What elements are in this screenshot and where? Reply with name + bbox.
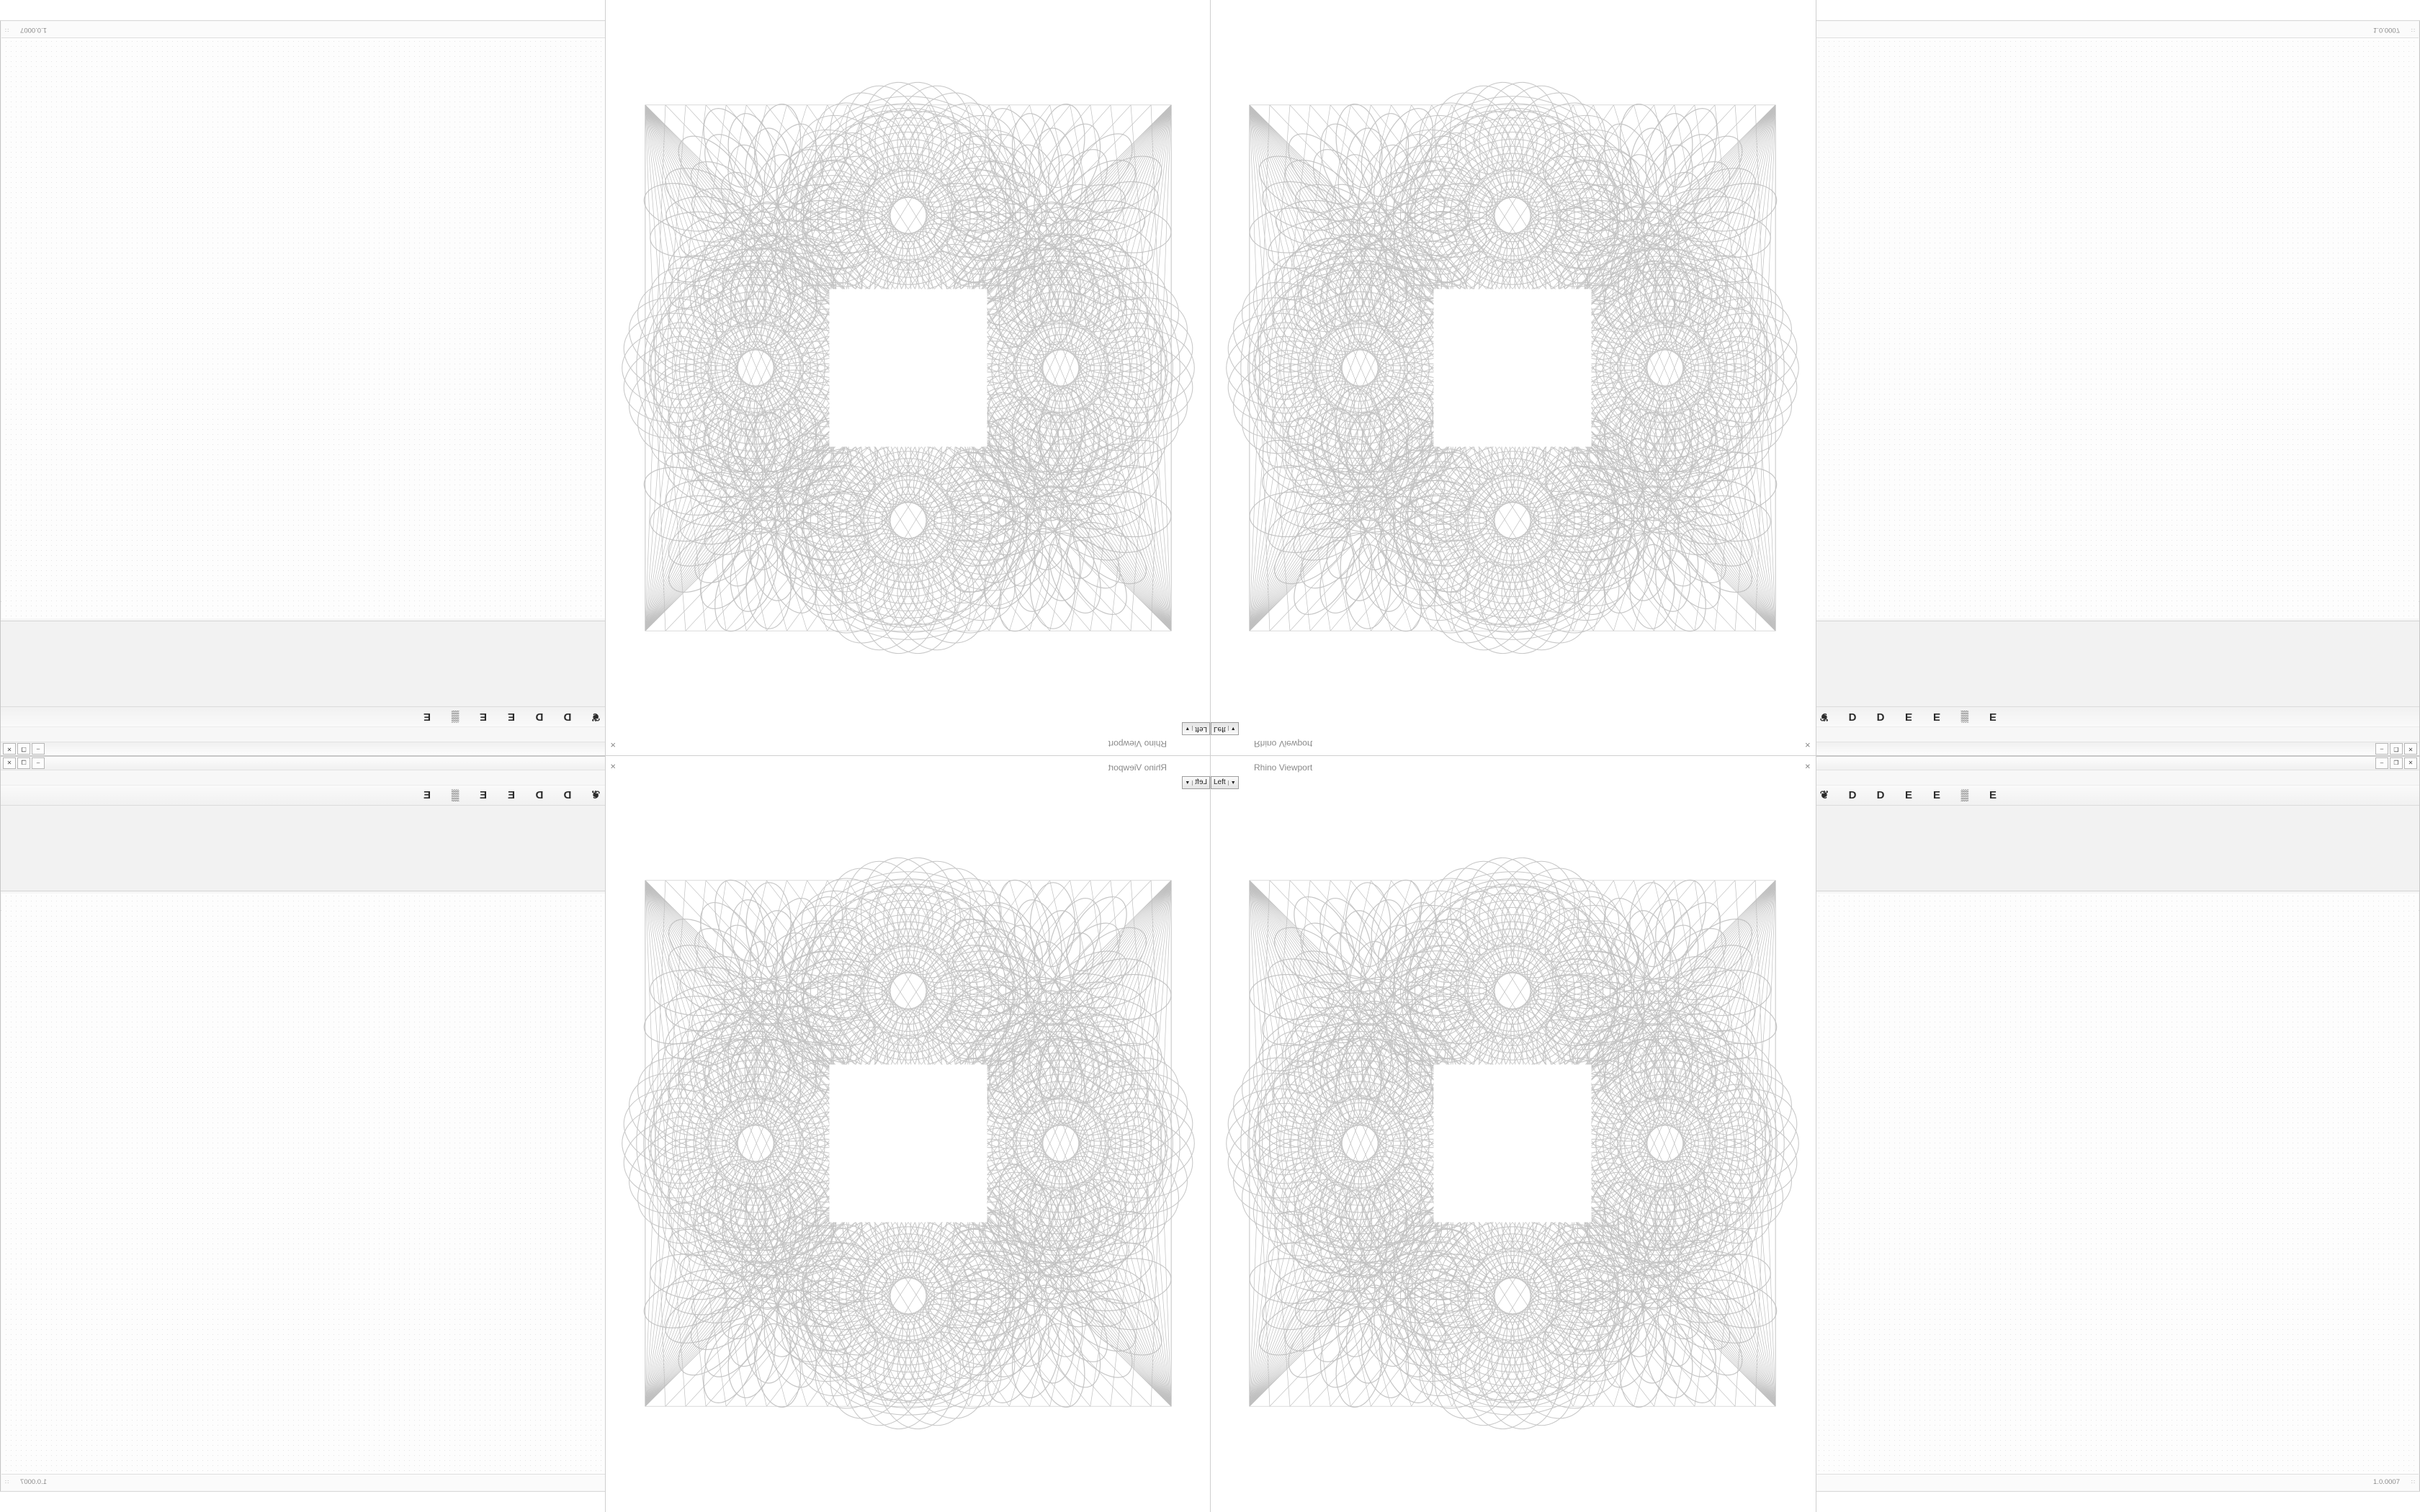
viewport-header: Rhino Viewport Left▼ ✕ — [606, 756, 1210, 789]
version-label: 1.0.0007 — [20, 26, 47, 34]
chevron-down-icon[interactable]: ▼ — [1227, 780, 1236, 786]
version-label: 1.0.0007 — [20, 1478, 47, 1486]
lattice-geometry — [1214, 15, 1811, 721]
viewport-close-icon[interactable]: ✕ — [1804, 763, 1811, 771]
viewport-view-label: Left — [1195, 778, 1207, 786]
viewport-view-label: Left — [1214, 778, 1226, 786]
rhino-viewport-panel: Rhino Viewport Left▼ ✕ — [1211, 756, 1815, 1511]
maximize-button[interactable]: ❐ — [17, 743, 30, 755]
window-controls: – ❐ ✕ — [3, 743, 45, 755]
viewport-view-label: Left — [1195, 725, 1207, 733]
rhino-viewport-panel: Rhino Viewport Left▼ ✕ — [606, 0, 1210, 755]
lattice-geometry — [609, 791, 1207, 1496]
window-controls: – ❐ ✕ — [2375, 757, 2417, 769]
lattice-geometry — [1214, 791, 1811, 1496]
ribbon-glyph-15[interactable]: E — [1932, 711, 1940, 723]
ribbon-glyph-15[interactable]: E — [1932, 789, 1940, 801]
version-label: 1.0.0007 — [2373, 1478, 2400, 1486]
ribbon-glyph-13[interactable]: D — [1876, 789, 1885, 801]
ribbon-glyph-17[interactable]: E — [1989, 789, 1996, 801]
rhino-viewport-panel: Rhino Viewport Left▼ ✕ — [606, 756, 1210, 1511]
ribbon-glyph-12[interactable]: D — [563, 789, 572, 801]
minimize-button[interactable]: – — [32, 757, 45, 769]
chevron-down-icon[interactable]: ▼ — [1185, 780, 1193, 786]
viewport-close-icon[interactable]: ✕ — [610, 763, 617, 771]
viewport-view-selector[interactable]: Left▼ — [1182, 722, 1210, 735]
minimize-button[interactable]: – — [32, 743, 45, 755]
viewport-header: Rhino Viewport Left▼ ✕ — [1211, 722, 1815, 755]
viewport-view-selector[interactable]: Left▼ — [1182, 776, 1210, 789]
viewport-inner: Rhino Viewport Left▼ ✕ — [606, 0, 1210, 755]
ribbon-glyph-12[interactable]: D — [563, 711, 572, 723]
minimize-button[interactable]: – — [2375, 757, 2388, 769]
minimize-button[interactable]: – — [2375, 743, 2388, 755]
rhino-viewport-panel: Rhino Viewport Left▼ ✕ — [1211, 0, 1815, 755]
viewport-inner: Rhino Viewport Left▼ ✕ — [1211, 0, 1815, 755]
viewport-header: Rhino Viewport Left▼ ✕ — [1211, 756, 1815, 789]
viewport-view-label: Left — [1214, 725, 1226, 733]
maximize-button[interactable]: ❐ — [17, 757, 30, 769]
maximize-button[interactable]: ❐ — [2390, 757, 2403, 769]
ribbon-glyph-13[interactable]: D — [1876, 711, 1885, 723]
viewport-title: Rhino Viewport — [1254, 739, 1313, 749]
ribbon-glyph-14[interactable]: E — [1904, 789, 1912, 801]
ribbon-glyph-16[interactable]: ▒ — [451, 711, 460, 723]
viewport-view-selector[interactable]: Left▼ — [1211, 776, 1239, 789]
ribbon-glyph-13[interactable]: D — [535, 711, 544, 723]
rhino-viewport-column: Rhino Viewport Left▼ ✕ Rhino Viewport Left ▼ ✕… — [605, 0, 1816, 1512]
ribbon-glyph-12[interactable]: D — [1848, 711, 1857, 723]
viewport-view-selector[interactable]: Left▼ — [1211, 722, 1239, 735]
ribbon-glyph-16[interactable]: ▒ — [1960, 789, 1969, 801]
ribbon-glyph-11[interactable]: ❦ — [591, 789, 601, 801]
chevron-down-icon[interactable]: ▼ — [1227, 726, 1236, 731]
viewport-title: Rhino Viewport — [1108, 739, 1167, 749]
maximize-button[interactable]: ❐ — [2390, 743, 2403, 755]
viewport-close-icon[interactable]: ✕ — [610, 740, 617, 748]
ribbon-glyph-14[interactable]: E — [508, 789, 516, 801]
resize-grip[interactable]: ∷ — [4, 1479, 9, 1485]
ribbon-glyph-11[interactable]: ❦ — [591, 711, 601, 723]
chevron-down-icon[interactable]: ▼ — [1185, 726, 1193, 731]
ribbon-glyph-12[interactable]: D — [1848, 789, 1857, 801]
ribbon-glyph-11[interactable]: ❦ — [1819, 711, 1829, 723]
close-button[interactable]: ✕ — [2404, 743, 2417, 755]
window-controls: – ❐ ✕ — [2375, 743, 2417, 755]
resize-grip[interactable]: ∷ — [2411, 1479, 2416, 1485]
ribbon-glyph-14[interactable]: E — [1904, 711, 1912, 723]
window-controls: – ❐ ✕ — [3, 757, 45, 769]
resize-grip[interactable]: ∷ — [4, 27, 9, 33]
ribbon-glyph-16[interactable]: ▒ — [1960, 711, 1969, 723]
ribbon-glyph-16[interactable]: ▒ — [451, 789, 460, 801]
resize-grip[interactable]: ∷ — [2411, 27, 2416, 33]
ribbon-glyph-17[interactable]: E — [1989, 711, 1996, 723]
ribbon-glyph-15[interactable]: E — [480, 789, 488, 801]
ribbon-glyph-14[interactable]: E — [508, 711, 516, 723]
ribbon-glyph-17[interactable]: E — [424, 789, 431, 801]
close-button[interactable]: ✕ — [3, 743, 16, 755]
viewport-close-icon[interactable]: ✕ — [1804, 740, 1811, 748]
close-button[interactable]: ✕ — [2404, 757, 2417, 769]
ribbon-glyph-15[interactable]: E — [480, 711, 488, 723]
ribbon-glyph-17[interactable]: E — [424, 711, 431, 723]
ribbon-glyph-13[interactable]: D — [535, 789, 544, 801]
lattice-geometry — [609, 15, 1207, 721]
close-button[interactable]: ✕ — [3, 757, 16, 769]
viewport-title: Rhino Viewport — [1254, 762, 1313, 773]
ribbon-glyph-11[interactable]: ❦ — [1819, 789, 1829, 801]
viewport-inner: Rhino Viewport Left▼ ✕ — [1211, 756, 1815, 1511]
viewport-title: Rhino Viewport — [1108, 762, 1167, 773]
viewport-inner: Rhino Viewport Left▼ ✕ — [606, 756, 1210, 1511]
version-label: 1.0.0007 — [2373, 26, 2400, 34]
viewport-header: Rhino Viewport Left▼ ✕ — [606, 722, 1210, 755]
